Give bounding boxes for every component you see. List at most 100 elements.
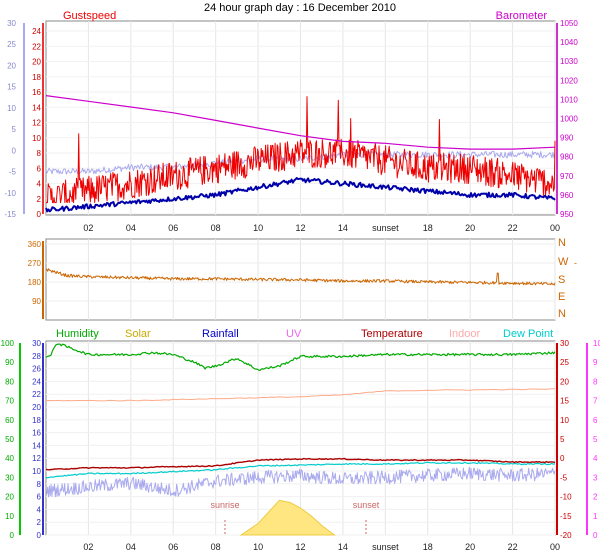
hum-tick-10: 10 [5, 512, 14, 521]
uv-tick-10: 10 [593, 339, 600, 348]
hum-tick-100: 100 [1, 339, 15, 348]
uv-tick-3: 3 [593, 473, 598, 482]
top-x-tick-00: 00 [550, 223, 560, 233]
bottom-x-tick-20: 20 [465, 542, 475, 552]
top-x-tick-04: 04 [126, 223, 136, 233]
outer-tick--5: -5 [9, 168, 17, 177]
legend-indoor: Indoor [449, 328, 481, 340]
outer-tick-20: 20 [7, 61, 16, 70]
gust-tick-2: 2 [37, 195, 42, 204]
gust-tick-4: 4 [37, 180, 42, 189]
uv-tick-2: 2 [593, 493, 598, 502]
compass-W-1: W [558, 256, 569, 268]
dir-tick-270: 270 [28, 259, 42, 268]
gust-tick-12: 12 [32, 119, 41, 128]
legend-gustspeed: Gustspeed [63, 10, 116, 22]
temp-tick-25: 25 [560, 358, 569, 367]
gust-tick-8: 8 [37, 149, 42, 158]
top-x-tick-06: 06 [168, 223, 178, 233]
legend-temperature: Temperature [361, 328, 423, 340]
series-humidity [45, 343, 556, 372]
uv-tick-9: 9 [593, 358, 598, 367]
gust-tick-10: 10 [32, 134, 41, 143]
baro-tick-990: 990 [560, 134, 574, 143]
uv-tick-8: 8 [593, 377, 598, 386]
gust-tick-16: 16 [32, 88, 41, 97]
outer-tick-25: 25 [7, 40, 16, 49]
series-gust [46, 96, 556, 204]
rain-tick-8: 8 [37, 480, 42, 489]
temp-tick--5: -5 [560, 473, 568, 482]
compass-E-3: E [558, 291, 565, 303]
gust-tick-18: 18 [32, 73, 41, 82]
outer-tick-10: 10 [7, 104, 16, 113]
rain-tick-18: 18 [32, 416, 41, 425]
axes: 0202040406060808101012121414sunsetsunset… [1, 19, 600, 552]
hum-tick-90: 90 [5, 358, 14, 367]
bottom-x-tick-00: 00 [550, 542, 560, 552]
bottom-x-tick-06: 06 [168, 542, 178, 552]
baro-tick-980: 980 [560, 153, 574, 162]
compass-N-4: N [558, 308, 566, 320]
rain-tick-20: 20 [32, 403, 41, 412]
top-x-tick-18: 18 [423, 223, 433, 233]
series-wind [45, 177, 556, 213]
outer-tick-15: 15 [7, 83, 16, 92]
series-indoor [45, 388, 556, 402]
bottom-x-tick-02: 02 [83, 542, 93, 552]
top-x-tick-20: 20 [465, 223, 475, 233]
legend-uv: UV [286, 328, 302, 340]
legend-barometer: Barometer [496, 10, 548, 22]
bottom-x-tick-sunset: sunset [372, 542, 399, 552]
sunset-label: sunset [353, 500, 380, 510]
outer-tick-0: 0 [12, 146, 17, 155]
rain-tick-30: 30 [32, 339, 41, 348]
dir-tick-360: 360 [28, 240, 42, 249]
uv-tick-6: 6 [593, 416, 598, 425]
baro-tick-960: 960 [560, 191, 574, 200]
gust-tick-22: 22 [32, 42, 41, 51]
baro-tick-950: 950 [560, 210, 574, 219]
hum-tick-30: 30 [5, 473, 14, 482]
top-x-tick-22: 22 [508, 223, 518, 233]
top-x-tick-08: 08 [211, 223, 221, 233]
hum-tick-80: 80 [5, 377, 14, 386]
top-x-tick-sunset: sunset [372, 223, 399, 233]
series-barometer [45, 95, 556, 150]
hum-tick-50: 50 [5, 435, 14, 444]
gust-tick-0: 0 [37, 210, 42, 219]
bottom-x-tick-10: 10 [253, 542, 263, 552]
rain-tick-28: 28 [32, 352, 41, 361]
legend-rainfall: Rainfall [202, 328, 239, 340]
hum-tick-0: 0 [10, 531, 15, 540]
baro-tick-1050: 1050 [560, 19, 578, 28]
rain-tick-6: 6 [37, 493, 42, 502]
rain-tick-0: 0 [37, 531, 42, 540]
top-x-tick-10: 10 [253, 223, 263, 233]
rain-tick-10: 10 [32, 467, 41, 476]
legend-solar: Solar [125, 328, 151, 340]
temp-tick--20: -20 [560, 531, 572, 540]
bottom-x-tick-08: 08 [211, 542, 221, 552]
outer-tick--15: -15 [4, 210, 16, 219]
series [45, 95, 556, 536]
temp-tick--10: -10 [560, 493, 572, 502]
gust-tick-20: 20 [32, 58, 41, 67]
top-x-tick-02: 02 [83, 223, 93, 233]
rain-tick-14: 14 [32, 441, 41, 450]
baro-tick-970: 970 [560, 172, 574, 181]
rain-tick-16: 16 [32, 429, 41, 438]
rain-tick-2: 2 [37, 518, 42, 527]
uv-tick-7: 7 [593, 397, 598, 406]
hum-tick-70: 70 [5, 397, 14, 406]
baro-tick-1020: 1020 [560, 76, 578, 85]
hum-tick-40: 40 [5, 454, 14, 463]
outer-tick-5: 5 [12, 125, 17, 134]
temp-tick-30: 30 [560, 339, 569, 348]
uv-tick-4: 4 [593, 454, 598, 463]
series-uv [45, 466, 556, 498]
sunrise-label: sunrise [210, 500, 239, 510]
dir-tick-90: 90 [32, 297, 41, 306]
hum-tick-60: 60 [5, 416, 14, 425]
